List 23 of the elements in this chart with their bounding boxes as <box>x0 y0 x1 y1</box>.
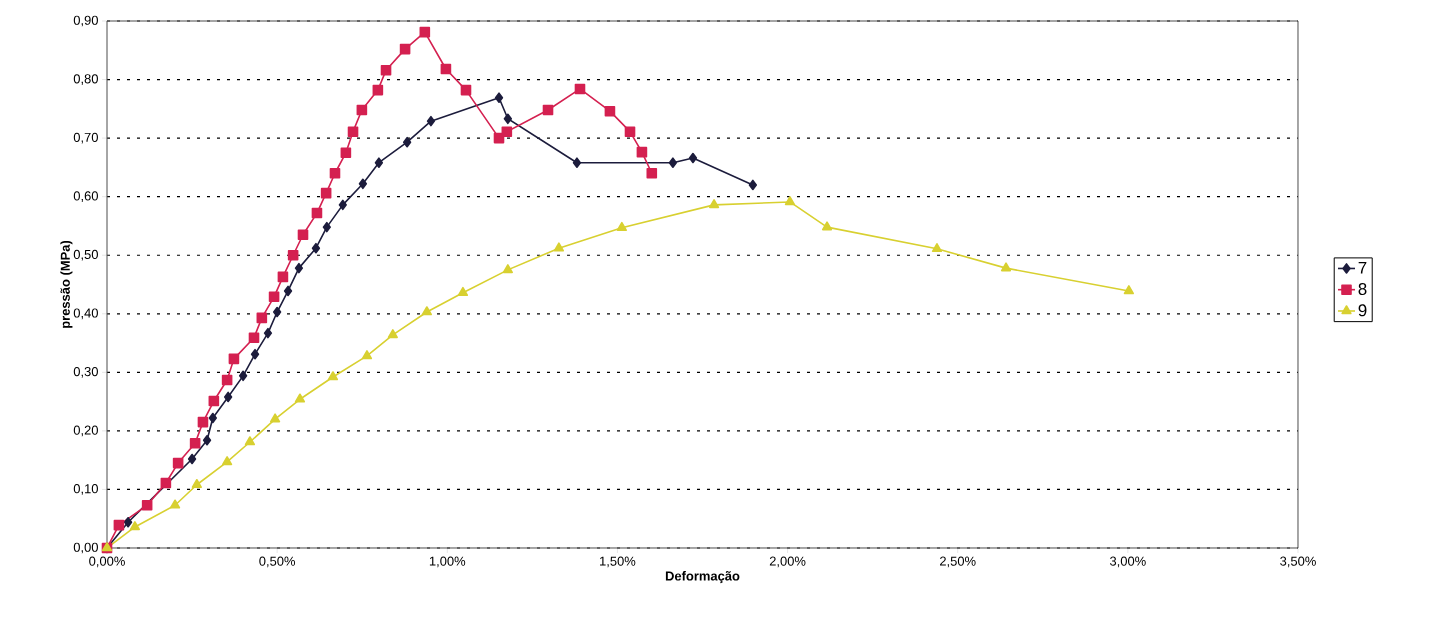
y-tick-label: 0,00 <box>73 542 98 554</box>
x-tick-label: 0,00% <box>89 556 125 568</box>
x-axis-title: Deformação <box>665 571 740 584</box>
x-tick-label: 1,00% <box>429 556 466 568</box>
x-tick-label: 3,00% <box>1109 556 1146 568</box>
y-tick-label: 0,40 <box>73 308 98 320</box>
x-tick-label: 1,50% <box>600 556 636 568</box>
y-tick-label: 0,90 <box>73 15 98 27</box>
y-tick-label: 0,80 <box>73 74 98 85</box>
y-tick-label: 0,50 <box>73 249 98 261</box>
y-axis-title: pressão (MPa) <box>60 240 73 328</box>
x-tick-label: 0,50% <box>259 556 296 568</box>
legend-label: 9 <box>1358 304 1367 317</box>
x-tick-label: 2,50% <box>940 556 976 568</box>
legend-label: 7 <box>1358 261 1367 274</box>
x-tick-label: 2,00% <box>769 556 806 568</box>
legend-label: 8 <box>1358 283 1367 296</box>
y-tick-label: 0,70 <box>73 132 98 144</box>
x-tick-label: 3,50% <box>1280 556 1316 568</box>
y-tick-label: 0,60 <box>73 191 98 203</box>
y-tick-label: 0,20 <box>73 425 98 437</box>
y-tick-label: 0,10 <box>73 484 98 495</box>
y-tick-label: 0,30 <box>73 366 98 378</box>
